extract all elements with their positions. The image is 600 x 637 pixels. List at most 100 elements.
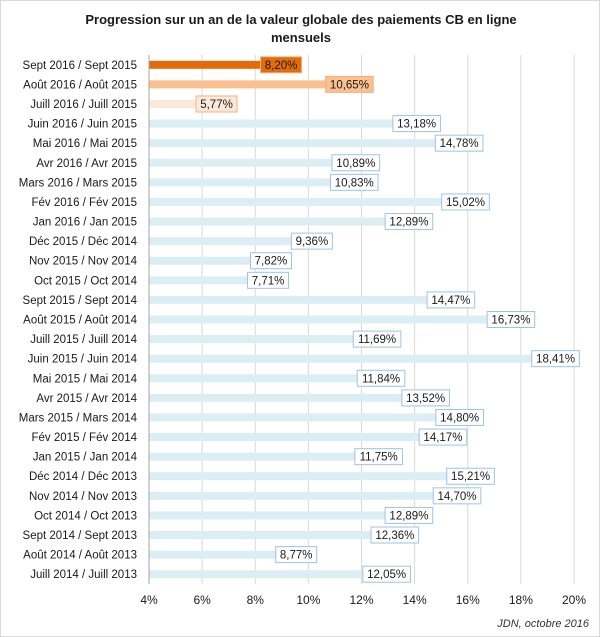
bar [149,393,402,402]
bar [149,295,428,304]
data-label: 7,71% [252,275,285,287]
bar [149,374,358,383]
data-label: 13,18% [397,119,436,131]
bar [149,472,447,481]
data-label: 14,17% [423,432,462,444]
category-label: Mars 2015 / Mars 2014 [19,412,138,424]
x-tick-label: 20% [562,593,586,607]
category-label: Déc 2015 / Déc 2014 [29,236,138,248]
data-label-box [195,95,238,113]
data-label: 12,89% [389,510,428,522]
data-label-box [441,193,490,211]
x-tick-label: 6% [193,593,211,607]
x-tick-label: 16% [456,593,480,607]
bar [149,119,393,128]
data-label: 10,89% [336,158,375,170]
category-label: Août 2015 / Août 2014 [23,315,137,327]
data-label-box [435,408,484,426]
category-label: Jan 2016 / Jan 2015 [33,217,137,229]
category-label: Oct 2014 / Oct 2013 [34,510,137,522]
bar [149,491,434,500]
data-label: 8,20% [265,60,298,72]
data-label-box [290,232,333,250]
x-tick-label: 4% [140,593,158,607]
category-label: Juill 2014 / Juill 2013 [30,569,137,581]
category-label: Juill 2016 / Juill 2015 [30,99,137,111]
data-label-box [426,291,476,309]
category-label: Août 2016 / Août 2015 [23,79,137,91]
bar [149,276,248,285]
category-label: Sept 2014 / Sept 2013 [23,530,137,542]
data-label-box [331,154,381,172]
bar [149,335,354,344]
data-label-box [247,271,290,289]
data-label: 11,69% [358,334,396,346]
bar [149,531,372,540]
bar [149,550,276,559]
category-label: Fév 2016 / Fév 2015 [32,197,137,209]
data-label-box [418,428,468,446]
category-label: Août 2014 / Août 2013 [23,550,137,562]
category-label: Nov 2014 / Nov 2013 [29,491,137,503]
data-label: 5,77% [200,99,233,111]
data-label: 10,83% [335,177,374,189]
data-label: 14,47% [431,295,470,307]
category-label: Mai 2015 / Mai 2014 [33,373,138,385]
data-label: 8,77% [280,550,313,562]
category-label: Jan 2015 / Jan 2014 [33,452,138,464]
source-note: JDN, octobre 2016 [497,618,589,630]
data-label-box [275,546,318,564]
data-label-box [249,252,292,270]
data-label: 16,73% [491,315,530,327]
x-tick-label: 10% [296,593,320,607]
data-label: 12,05% [367,569,406,581]
data-label: 15,02% [446,197,485,209]
x-tick-label: 12% [349,593,373,607]
data-label-box [370,526,420,544]
x-tick-label: 14% [403,593,427,607]
data-label: 12,89% [389,217,428,229]
bar [149,217,386,226]
data-label-box [446,467,495,485]
category-label: Oct 2015 / Oct 2014 [34,275,138,287]
data-label-box [401,389,450,407]
category-label: Juill 2015 / Juill 2014 [30,334,137,346]
category-label: Nov 2015 / Nov 2014 [29,256,138,268]
data-label: 14,70% [438,491,477,503]
category-label: Avr 2015 / Avr 2014 [36,393,137,405]
data-label: 15,21% [451,471,490,483]
data-label: 12,36% [375,530,414,542]
x-tick-label: 18% [509,593,533,607]
data-label-box [329,173,379,191]
chart-title: Progression sur un an de la valeur globa… [85,12,517,45]
data-label-box [362,565,411,583]
category-label: Juin 2015 / Juin 2014 [28,354,138,366]
bar [149,256,251,265]
bar [149,237,292,246]
data-label: 11,84% [362,373,400,385]
x-tick-label: 8% [247,593,265,607]
data-label: 7,82% [255,256,288,268]
bar [149,315,488,324]
data-label: 9,36% [296,236,329,248]
bar [149,60,261,69]
bar [149,99,197,108]
category-label: Avr 2016 / Avr 2015 [36,158,137,170]
bar [149,413,436,422]
data-label-box [392,115,441,133]
bar [149,139,436,148]
data-label-box [432,487,482,505]
data-label-box [486,311,536,328]
data-label: 10,65% [330,79,369,91]
data-label: 13,52% [406,393,445,405]
category-label: Sept 2015 / Sept 2014 [23,295,138,307]
data-label-box [531,350,580,368]
data-label-box [384,213,434,231]
bar [149,570,363,579]
bar [149,178,331,187]
data-label-box [260,56,303,74]
bar [149,354,532,363]
data-label-box [354,448,403,466]
